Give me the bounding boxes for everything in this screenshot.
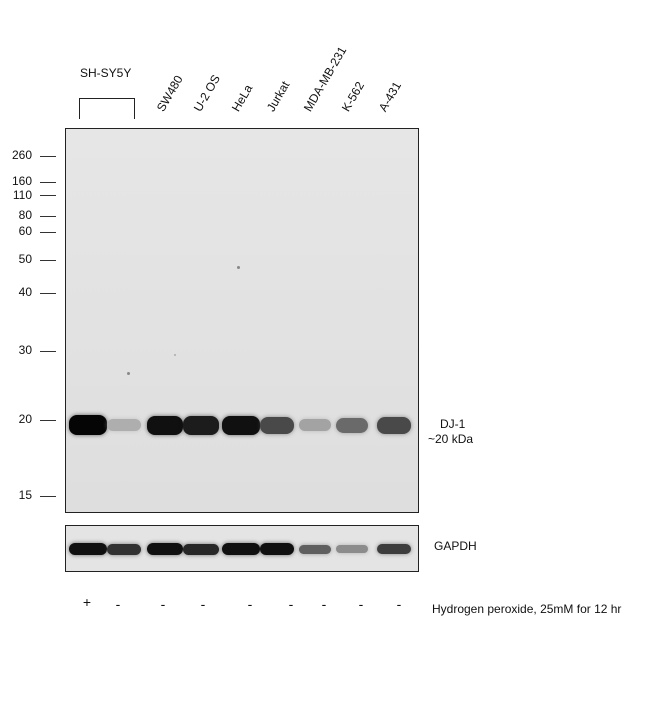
blot-speck <box>127 372 130 375</box>
band <box>147 415 183 435</box>
treatment-mark: - <box>247 596 253 612</box>
lane-label: U-2 OS <box>190 72 224 114</box>
mw-marker: 50 <box>18 252 32 266</box>
treatment-mark: - <box>321 596 327 612</box>
treatment-mark: - <box>396 596 402 612</box>
treatment-mark: - <box>115 596 121 612</box>
band <box>183 415 219 435</box>
band <box>107 419 141 431</box>
blot-speck <box>174 354 176 356</box>
target-size-label: ~20 kDa <box>428 432 474 446</box>
band <box>299 419 331 431</box>
band <box>377 416 411 434</box>
group-label-sh-sy5y: SH-SY5Y <box>80 66 132 80</box>
band <box>147 543 183 555</box>
mw-marker: 20 <box>18 412 32 426</box>
band <box>336 417 368 433</box>
mw-marker: 60 <box>18 224 32 238</box>
band <box>260 416 294 434</box>
band <box>299 544 331 554</box>
gapdh-blot-panel <box>65 525 419 572</box>
band <box>107 543 141 555</box>
loading-control-label: GAPDH <box>434 539 477 553</box>
band <box>260 543 294 555</box>
treatment-mark: + <box>82 594 92 610</box>
lane-label: HeLa <box>228 82 256 114</box>
dj1-blot-panel <box>65 128 419 513</box>
mw-marker: 260 <box>11 148 32 162</box>
target-name-label: DJ-1 <box>440 417 466 431</box>
mw-marker: 80 <box>18 208 32 222</box>
band <box>183 543 219 555</box>
band <box>69 543 107 555</box>
blot-speck <box>237 266 240 269</box>
treatment-mark: - <box>200 596 206 612</box>
mw-marker: 40 <box>18 285 32 299</box>
mw-marker: 30 <box>18 343 32 357</box>
mw-marker: 15 <box>18 488 32 502</box>
treatment-label: Hydrogen peroxide, 25mM for 12 hr <box>432 602 622 616</box>
mw-marker: 110 <box>12 188 32 202</box>
group-bracket <box>79 98 135 119</box>
lane-label: SW480 <box>153 72 186 114</box>
band <box>69 415 107 435</box>
mw-marker: 160 <box>11 174 32 188</box>
band <box>336 545 368 553</box>
treatment-mark: - <box>288 596 294 612</box>
treatment-mark: - <box>160 596 166 612</box>
band <box>377 544 411 554</box>
treatment-mark: - <box>358 596 364 612</box>
lane-label: K-562 <box>338 79 368 114</box>
band <box>222 415 260 435</box>
band <box>222 543 260 555</box>
lane-label: Jurkat <box>263 78 293 114</box>
lane-label: A-431 <box>375 79 405 114</box>
